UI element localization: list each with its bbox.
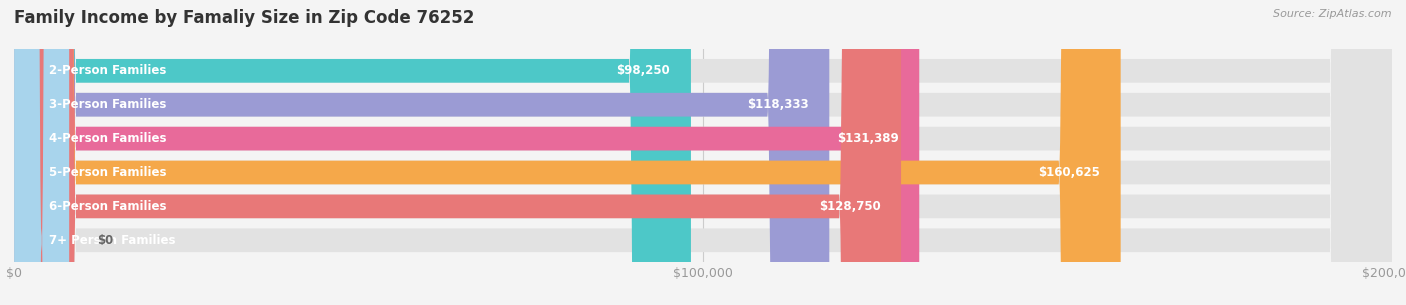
Text: 7+ Person Families: 7+ Person Families — [48, 234, 174, 247]
Text: 2-Person Families: 2-Person Families — [48, 64, 166, 77]
FancyBboxPatch shape — [14, 0, 920, 305]
Text: 4-Person Families: 4-Person Families — [48, 132, 166, 145]
Text: 6-Person Families: 6-Person Families — [48, 200, 166, 213]
FancyBboxPatch shape — [14, 0, 690, 305]
FancyBboxPatch shape — [14, 0, 1392, 305]
FancyBboxPatch shape — [14, 0, 1121, 305]
Text: $98,250: $98,250 — [616, 64, 671, 77]
FancyBboxPatch shape — [14, 0, 1392, 305]
FancyBboxPatch shape — [14, 0, 1392, 305]
Text: Family Income by Famaliy Size in Zip Code 76252: Family Income by Famaliy Size in Zip Cod… — [14, 9, 474, 27]
Text: 3-Person Families: 3-Person Families — [48, 98, 166, 111]
Text: $118,333: $118,333 — [747, 98, 808, 111]
Text: $160,625: $160,625 — [1038, 166, 1099, 179]
Text: $131,389: $131,389 — [837, 132, 898, 145]
Text: Source: ZipAtlas.com: Source: ZipAtlas.com — [1274, 9, 1392, 19]
FancyBboxPatch shape — [14, 0, 901, 305]
Text: $0: $0 — [97, 234, 112, 247]
FancyBboxPatch shape — [14, 0, 830, 305]
FancyBboxPatch shape — [14, 0, 69, 305]
FancyBboxPatch shape — [14, 0, 1392, 305]
Text: 5-Person Families: 5-Person Families — [48, 166, 166, 179]
Text: $128,750: $128,750 — [818, 200, 880, 213]
FancyBboxPatch shape — [14, 0, 1392, 305]
FancyBboxPatch shape — [14, 0, 1392, 305]
